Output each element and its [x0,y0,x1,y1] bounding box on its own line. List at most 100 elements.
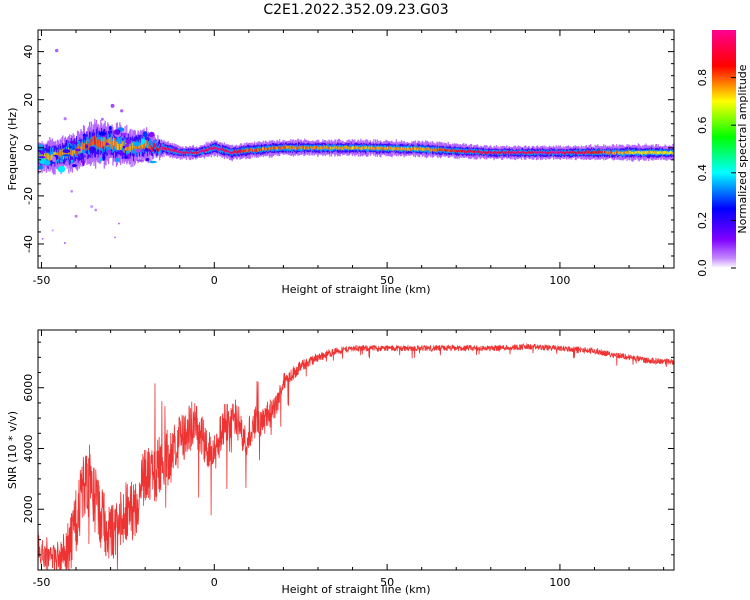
heatmap-cell [92,136,94,145]
y-tick-label: 6000 [22,374,35,402]
heatmap-cell [223,149,226,153]
heatmap-cell [155,140,157,150]
heatmap-cell [110,142,112,149]
heatmap-cell [174,150,176,153]
heatmap-cell [431,148,433,152]
heatmap-cell [623,151,626,154]
heatmap-cell [616,150,618,154]
heatmap-cell [184,151,186,155]
heatmap-cell [317,146,319,150]
heatmap-cell [481,151,483,154]
heatmap-cell [293,146,296,149]
heatmap-cell [392,147,394,151]
heatmap-cell [446,148,448,152]
heatmap-cell [600,151,602,154]
heatmap-cell [155,145,157,150]
heatmap-cell [464,150,467,154]
heatmap-cell [589,150,591,154]
heatmap-cell [496,151,499,154]
heatmap-cell [439,147,442,151]
heatmap-cell [581,150,583,154]
heatmap-blob [68,145,72,149]
heatmap-cell [554,151,557,155]
heatmap-cell [403,147,405,150]
heatmap-cell [233,150,235,154]
heatmap-cell [329,146,331,150]
heatmap-cell [227,149,229,153]
heatmap-cell [61,149,63,156]
heatmap-cell [629,150,631,154]
heatmap-cell [584,151,586,155]
heatmap-cell [101,140,104,149]
heatmap-cell [381,146,384,151]
heatmap-cell [159,146,162,150]
heatmap-cell [160,146,162,154]
heatmap-cell [569,151,571,154]
heatmap-cell [566,151,569,154]
heatmap-cell [497,150,499,157]
heatmap-cell [580,151,582,154]
heatmap-cell [133,142,135,154]
heatmap-cell [515,151,518,155]
heatmap-cell [533,151,535,154]
heatmap-cell [60,149,62,156]
heatmap-cell [298,146,300,149]
heatmap-cell [275,146,277,150]
heatmap-cell [642,151,645,154]
heatmap-cell [560,150,563,154]
heatmap-cell [77,144,80,151]
heatmap-cell [526,152,528,155]
heatmap-cell [408,147,410,151]
heatmap-cell [250,147,252,151]
heatmap-cell [50,147,52,160]
heatmap-cell [468,149,470,153]
heatmap-cell [150,139,152,148]
heatmap-cell [511,151,513,155]
heatmap-cell [388,147,391,151]
heatmap-cell [422,147,424,152]
heatmap-cell [161,145,163,150]
heatmap-cell [117,143,119,150]
heatmap-cell [608,151,610,155]
heatmap-cell [45,153,48,166]
heatmap-cell [556,151,558,155]
heatmap-cell [454,150,456,153]
heatmap-cell [410,147,412,152]
heatmap-blob [43,160,51,166]
heatmap-cell [584,150,587,154]
heatmap-cell [430,148,432,152]
heatmap-cell [612,152,614,155]
heatmap-cell [440,148,442,152]
heatmap-cell [120,143,123,150]
heatmap-cell [502,151,504,154]
heatmap-cell [120,136,123,151]
heatmap-cell [613,151,615,155]
heatmap-cell [508,151,511,154]
heatmap-cell [103,136,105,146]
heatmap-cell [655,151,658,155]
heatmap-cell [127,143,130,151]
snr-y-axis-label: SNR (10 * v/v) [6,411,19,489]
heatmap-cell [610,151,613,155]
heatmap-cell [252,149,254,153]
heatmap-cell [146,144,149,149]
heatmap-cell [356,146,359,150]
heatmap-cell [667,151,670,155]
heatmap-cell [197,151,199,155]
heatmap-cell [163,146,165,150]
heatmap-cell [534,151,536,154]
heatmap-blob [98,131,107,136]
heatmap-cell [316,145,318,149]
heatmap-cell [391,147,393,151]
heatmap-cell [234,149,236,154]
heatmap-cell [645,151,647,155]
heatmap-cell [154,143,156,148]
heatmap-blob [62,149,71,154]
heatmap-cell [474,150,476,154]
heatmap-cell [387,146,390,150]
heatmap-cell [189,151,191,154]
heatmap-cell [247,149,250,153]
heatmap-cell [52,149,54,161]
heatmap-cell [48,154,50,161]
heatmap-cell [457,149,460,152]
